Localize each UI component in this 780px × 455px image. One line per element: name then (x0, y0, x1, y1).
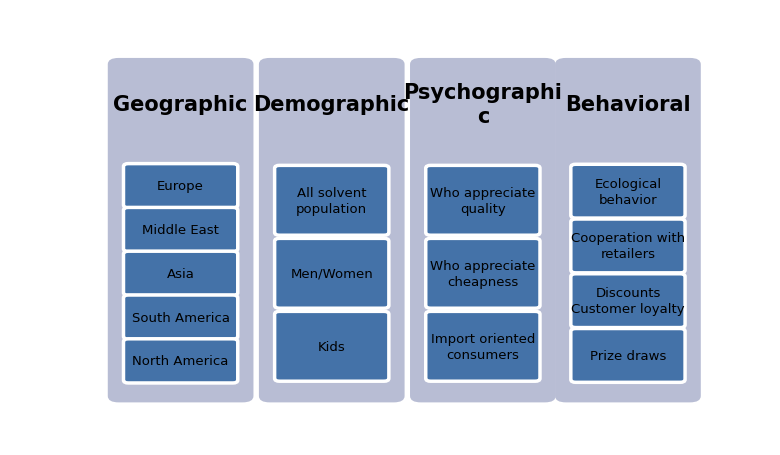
FancyBboxPatch shape (426, 239, 540, 308)
Text: North America: North America (133, 354, 229, 368)
Text: Discounts
Customer loyalty: Discounts Customer loyalty (571, 287, 685, 315)
Text: Psychographi
c: Psychographi c (403, 83, 562, 126)
Text: Middle East: Middle East (142, 223, 219, 237)
FancyBboxPatch shape (571, 274, 685, 328)
FancyBboxPatch shape (259, 59, 405, 403)
Text: Asia: Asia (167, 267, 194, 280)
Text: Geographic: Geographic (113, 95, 248, 115)
Text: Who appreciate
cheapness: Who appreciate cheapness (431, 259, 536, 288)
Text: Demographic: Demographic (254, 95, 410, 115)
FancyBboxPatch shape (571, 329, 685, 383)
FancyBboxPatch shape (108, 59, 254, 403)
FancyBboxPatch shape (123, 164, 238, 208)
FancyBboxPatch shape (410, 59, 555, 403)
FancyBboxPatch shape (426, 166, 540, 236)
FancyBboxPatch shape (426, 312, 540, 381)
Text: Ecological
behavior: Ecological behavior (594, 177, 661, 206)
FancyBboxPatch shape (555, 59, 700, 403)
Text: Kids: Kids (318, 340, 346, 353)
Text: Men/Women: Men/Women (290, 267, 373, 280)
Text: Who appreciate
quality: Who appreciate quality (431, 187, 536, 215)
Text: All solvent
population: All solvent population (296, 187, 367, 215)
FancyBboxPatch shape (123, 252, 238, 296)
Text: Europe: Europe (158, 180, 204, 193)
FancyBboxPatch shape (123, 295, 238, 339)
Text: Import oriented
consumers: Import oriented consumers (431, 332, 535, 361)
FancyBboxPatch shape (275, 239, 389, 308)
Text: Cooperation with
retailers: Cooperation with retailers (571, 232, 685, 261)
FancyBboxPatch shape (571, 220, 685, 273)
FancyBboxPatch shape (123, 208, 238, 252)
Text: Behavioral: Behavioral (566, 95, 691, 115)
FancyBboxPatch shape (123, 339, 238, 383)
FancyBboxPatch shape (275, 166, 389, 236)
FancyBboxPatch shape (275, 312, 389, 381)
FancyBboxPatch shape (571, 165, 685, 218)
Text: Prize draws: Prize draws (590, 349, 666, 362)
Text: South America: South America (132, 311, 229, 324)
